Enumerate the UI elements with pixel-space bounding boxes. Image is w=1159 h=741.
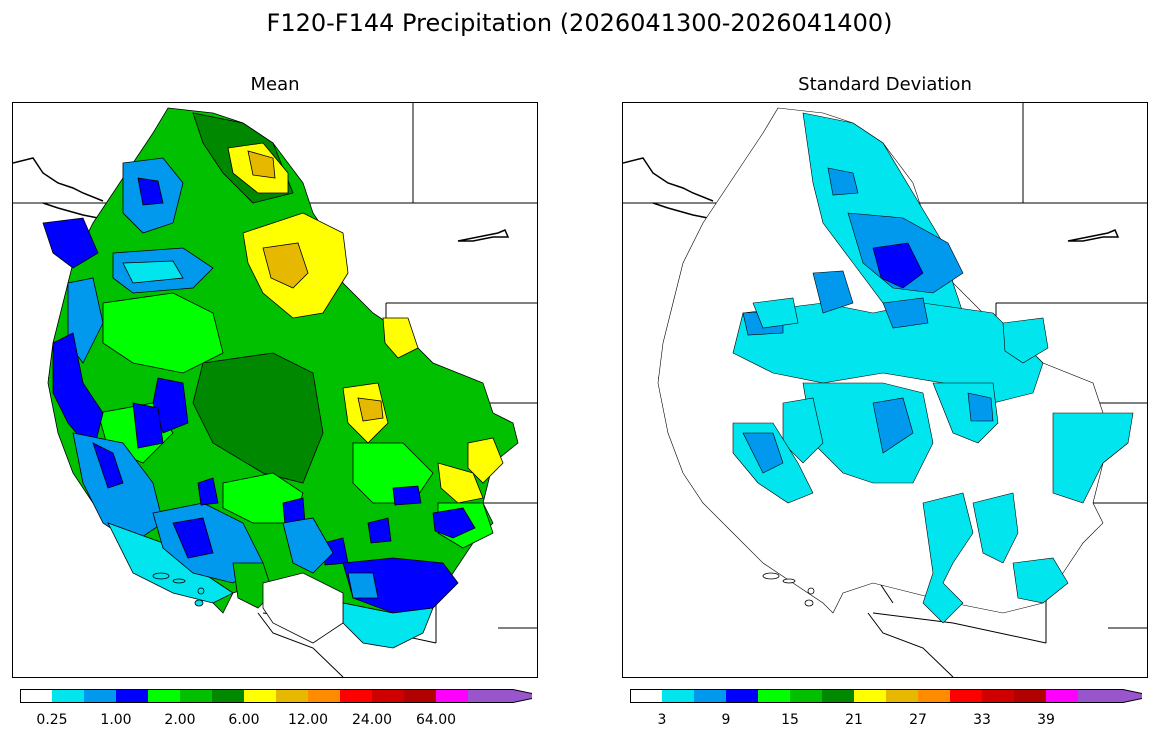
colorbar-tick-label: 21 (845, 712, 863, 728)
colorbar-segment (1014, 689, 1046, 703)
figure-title: F120-F144 Precipitation (2026041300-2026… (266, 9, 893, 37)
colorbar-segment (212, 689, 244, 703)
colorbar-segment (404, 689, 436, 703)
colorbar-segment (468, 689, 532, 703)
mean-islands (152, 572, 205, 607)
colorbar-segment (244, 689, 276, 703)
colorbar-outline (20, 689, 532, 703)
colorbar-segment (436, 689, 468, 703)
mean-map (12, 102, 538, 678)
colorbar-segment (982, 689, 1014, 703)
colorbar-segment (180, 689, 212, 703)
colorbar-segment (694, 689, 726, 703)
colorbar-segment (116, 689, 148, 703)
colorbar-segment (726, 689, 758, 703)
colorbar-segment (918, 689, 950, 703)
colorbar-segment (340, 689, 372, 703)
colorbar-tick-label: 33 (973, 712, 991, 728)
mean-colorbar-svg (20, 689, 532, 703)
colorbar-tick-label: 2.00 (164, 712, 196, 728)
colorbar-segment (372, 689, 404, 703)
colorbar-segment (84, 689, 116, 703)
colorbar-segment (1078, 689, 1142, 703)
colorbar-segment (854, 689, 886, 703)
mean-coastline-features (13, 157, 510, 242)
colorbar-tick-label: 9 (721, 712, 731, 728)
colorbar-tick-label: 12.00 (287, 712, 329, 728)
stddev-map-canvas (623, 103, 1147, 677)
colorbar-segment (276, 689, 308, 703)
mean-map-canvas (13, 103, 537, 677)
colorbar-segment (662, 689, 694, 703)
mean-panel-title: Mean (250, 74, 300, 95)
stddev-map (622, 102, 1148, 678)
stddev-panel-title: Standard Deviation (798, 74, 972, 95)
colorbar-tick-label: 64.00 (415, 712, 457, 728)
colorbar-segment (308, 689, 340, 703)
colorbar-tick-label: 3 (657, 712, 667, 728)
colorbar-tick-label: 27 (909, 712, 927, 728)
colorbar-tick-label: 1.00 (100, 712, 132, 728)
colorbar-segment (950, 689, 982, 703)
colorbar-segment (630, 689, 662, 703)
colorbar-tick-label: 6.00 (228, 712, 260, 728)
colorbar-segment (758, 689, 790, 703)
colorbar-segment (20, 689, 52, 703)
colorbar-segment (1046, 689, 1078, 703)
stddev-colorbar-svg (630, 689, 1142, 703)
mean-colorbar (20, 689, 532, 703)
colorbar-segment (886, 689, 918, 703)
colorbar-segment (822, 689, 854, 703)
colorbar-tick-label: 39 (1037, 712, 1055, 728)
colorbar-segment (148, 689, 180, 703)
colorbar-outline (630, 689, 1142, 703)
colorbar-tick-label: 15 (781, 712, 799, 728)
stddev-colorbar (630, 689, 1142, 703)
colorbar-tick-label: 24.00 (351, 712, 393, 728)
mean-precip-basins (42, 107, 519, 649)
colorbar-tick-label: 0.25 (36, 712, 68, 728)
colorbar-segment (790, 689, 822, 703)
stddev-precip-basins (657, 107, 1134, 624)
stddev-coastline-features (623, 157, 1120, 242)
colorbar-segment (52, 689, 84, 703)
stddev-islands (762, 572, 815, 607)
